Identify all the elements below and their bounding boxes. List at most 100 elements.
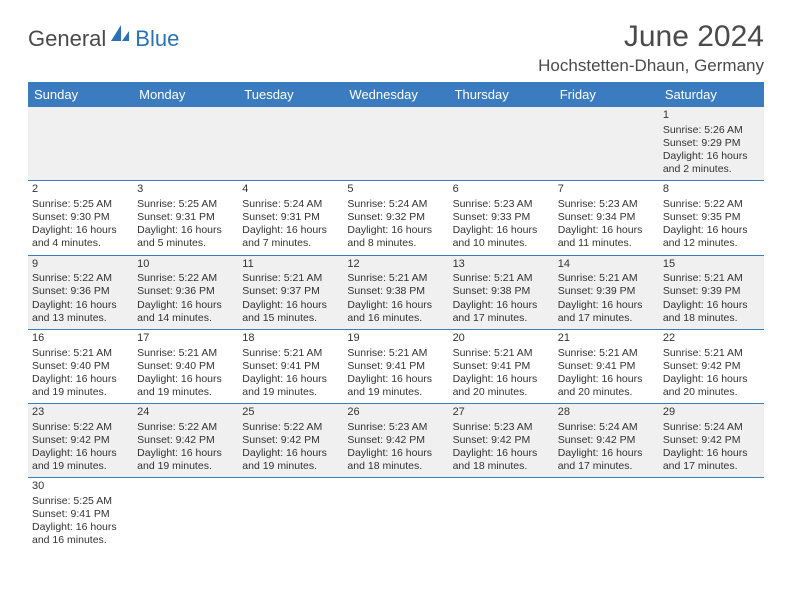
calendar-day-cell: 11Sunrise: 5:21 AMSunset: 9:37 PMDayligh… (238, 255, 343, 329)
sunrise-text: Sunrise: 5:24 AM (558, 421, 655, 434)
calendar-day-cell (343, 478, 448, 552)
calendar-day-cell: 27Sunrise: 5:23 AMSunset: 9:42 PMDayligh… (449, 404, 554, 478)
calendar-day-cell: 2Sunrise: 5:25 AMSunset: 9:30 PMDaylight… (28, 181, 133, 255)
sunset-text: Sunset: 9:41 PM (347, 360, 444, 373)
day-number: 29 (663, 406, 760, 420)
daylight-text: Daylight: 16 hours and 8 minutes. (347, 224, 444, 250)
day-number: 16 (32, 332, 129, 346)
day-number: 15 (663, 258, 760, 272)
sunrise-text: Sunrise: 5:24 AM (242, 198, 339, 211)
sunset-text: Sunset: 9:42 PM (558, 434, 655, 447)
day-number: 18 (242, 332, 339, 346)
sunrise-text: Sunrise: 5:21 AM (663, 347, 760, 360)
calendar-day-cell: 18Sunrise: 5:21 AMSunset: 9:41 PMDayligh… (238, 329, 343, 403)
sunrise-text: Sunrise: 5:24 AM (663, 421, 760, 434)
day-number: 13 (453, 258, 550, 272)
daylight-text: Daylight: 16 hours and 5 minutes. (137, 224, 234, 250)
calendar-day-cell: 3Sunrise: 5:25 AMSunset: 9:31 PMDaylight… (133, 181, 238, 255)
daylight-text: Daylight: 16 hours and 14 minutes. (137, 299, 234, 325)
sunset-text: Sunset: 9:39 PM (663, 285, 760, 298)
sunrise-text: Sunrise: 5:23 AM (558, 198, 655, 211)
calendar-day-cell: 6Sunrise: 5:23 AMSunset: 9:33 PMDaylight… (449, 181, 554, 255)
calendar-day-cell: 16Sunrise: 5:21 AMSunset: 9:40 PMDayligh… (28, 329, 133, 403)
calendar-day-cell: 4Sunrise: 5:24 AMSunset: 9:31 PMDaylight… (238, 181, 343, 255)
sunrise-text: Sunrise: 5:22 AM (32, 272, 129, 285)
sunrise-text: Sunrise: 5:21 AM (137, 347, 234, 360)
daylight-text: Daylight: 16 hours and 20 minutes. (558, 373, 655, 399)
sunset-text: Sunset: 9:42 PM (242, 434, 339, 447)
calendar-day-cell: 29Sunrise: 5:24 AMSunset: 9:42 PMDayligh… (659, 404, 764, 478)
sunset-text: Sunset: 9:37 PM (242, 285, 339, 298)
sunset-text: Sunset: 9:42 PM (347, 434, 444, 447)
sunset-text: Sunset: 9:31 PM (242, 211, 339, 224)
calendar-week-row: 9Sunrise: 5:22 AMSunset: 9:36 PMDaylight… (28, 255, 764, 329)
calendar-day-cell: 9Sunrise: 5:22 AMSunset: 9:36 PMDaylight… (28, 255, 133, 329)
sunrise-text: Sunrise: 5:21 AM (663, 272, 760, 285)
daylight-text: Daylight: 16 hours and 17 minutes. (663, 447, 760, 473)
day-number: 12 (347, 258, 444, 272)
weekday-header: Thursday (449, 82, 554, 107)
location-label: Hochstetten-Dhaun, Germany (538, 56, 764, 76)
sunrise-text: Sunrise: 5:21 AM (453, 347, 550, 360)
day-number: 20 (453, 332, 550, 346)
calendar-week-row: 1Sunrise: 5:26 AMSunset: 9:29 PMDaylight… (28, 107, 764, 181)
calendar-day-cell (238, 107, 343, 181)
day-number: 21 (558, 332, 655, 346)
day-number: 17 (137, 332, 234, 346)
calendar-table: Sunday Monday Tuesday Wednesday Thursday… (28, 82, 764, 552)
calendar-day-cell (133, 107, 238, 181)
calendar-day-cell: 21Sunrise: 5:21 AMSunset: 9:41 PMDayligh… (554, 329, 659, 403)
daylight-text: Daylight: 16 hours and 4 minutes. (32, 224, 129, 250)
daylight-text: Daylight: 16 hours and 19 minutes. (32, 373, 129, 399)
day-number: 27 (453, 406, 550, 420)
weekday-header-row: Sunday Monday Tuesday Wednesday Thursday… (28, 82, 764, 107)
weekday-header: Monday (133, 82, 238, 107)
sunrise-text: Sunrise: 5:23 AM (453, 198, 550, 211)
day-number: 26 (347, 406, 444, 420)
sunrise-text: Sunrise: 5:23 AM (347, 421, 444, 434)
calendar-day-cell (238, 478, 343, 552)
calendar-week-row: 23Sunrise: 5:22 AMSunset: 9:42 PMDayligh… (28, 404, 764, 478)
sail-icon (109, 23, 131, 48)
sunset-text: Sunset: 9:29 PM (663, 137, 760, 150)
sunrise-text: Sunrise: 5:21 AM (32, 347, 129, 360)
sunrise-text: Sunrise: 5:22 AM (242, 421, 339, 434)
sunset-text: Sunset: 9:42 PM (663, 434, 760, 447)
calendar-day-cell: 28Sunrise: 5:24 AMSunset: 9:42 PMDayligh… (554, 404, 659, 478)
calendar-week-row: 30Sunrise: 5:25 AMSunset: 9:41 PMDayligh… (28, 478, 764, 552)
daylight-text: Daylight: 16 hours and 2 minutes. (663, 150, 760, 176)
calendar-day-cell: 10Sunrise: 5:22 AMSunset: 9:36 PMDayligh… (133, 255, 238, 329)
calendar-day-cell (554, 478, 659, 552)
calendar-day-cell (449, 107, 554, 181)
day-number: 22 (663, 332, 760, 346)
calendar-day-cell: 19Sunrise: 5:21 AMSunset: 9:41 PMDayligh… (343, 329, 448, 403)
sunset-text: Sunset: 9:32 PM (347, 211, 444, 224)
daylight-text: Daylight: 16 hours and 19 minutes. (137, 447, 234, 473)
sunrise-text: Sunrise: 5:25 AM (137, 198, 234, 211)
sunset-text: Sunset: 9:40 PM (32, 360, 129, 373)
day-number: 30 (32, 480, 129, 494)
logo-text-1: General (28, 26, 106, 52)
daylight-text: Daylight: 16 hours and 20 minutes. (453, 373, 550, 399)
sunrise-text: Sunrise: 5:21 AM (558, 272, 655, 285)
sunrise-text: Sunrise: 5:22 AM (137, 421, 234, 434)
daylight-text: Daylight: 16 hours and 12 minutes. (663, 224, 760, 250)
daylight-text: Daylight: 16 hours and 10 minutes. (453, 224, 550, 250)
daylight-text: Daylight: 16 hours and 16 minutes. (347, 299, 444, 325)
sunset-text: Sunset: 9:41 PM (242, 360, 339, 373)
sunrise-text: Sunrise: 5:22 AM (663, 198, 760, 211)
day-number: 2 (32, 183, 129, 197)
day-number: 9 (32, 258, 129, 272)
daylight-text: Daylight: 16 hours and 7 minutes. (242, 224, 339, 250)
day-number: 1 (663, 109, 760, 123)
day-number: 7 (558, 183, 655, 197)
calendar-day-cell (343, 107, 448, 181)
calendar-day-cell (28, 107, 133, 181)
weekday-header: Saturday (659, 82, 764, 107)
day-number: 28 (558, 406, 655, 420)
sunset-text: Sunset: 9:41 PM (32, 508, 129, 521)
day-number: 5 (347, 183, 444, 197)
calendar-body: 1Sunrise: 5:26 AMSunset: 9:29 PMDaylight… (28, 107, 764, 552)
calendar-day-cell: 24Sunrise: 5:22 AMSunset: 9:42 PMDayligh… (133, 404, 238, 478)
sunrise-text: Sunrise: 5:24 AM (347, 198, 444, 211)
